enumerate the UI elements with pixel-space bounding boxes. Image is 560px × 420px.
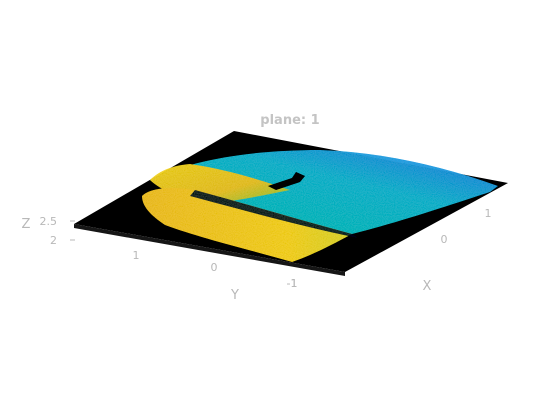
x-axis-label: X	[423, 279, 432, 294]
chart-title: plane: 1	[260, 113, 319, 128]
y-tick-label: 1	[133, 249, 140, 262]
axes-floor-edge	[74, 224, 345, 276]
y-tick-label: 0	[211, 261, 218, 274]
x-tick-label: 1	[485, 207, 492, 220]
z-tick-label: 2.5	[40, 215, 58, 228]
y-tick-label: -1	[287, 277, 298, 290]
cloud-hole	[268, 172, 305, 190]
point-cloud	[142, 150, 498, 262]
y-axis-label: Y	[230, 288, 239, 303]
z-axis-label: Z	[22, 217, 31, 232]
x-tick-label: -1	[287, 277, 298, 290]
x-tick-label: 0	[441, 233, 448, 246]
cloud-ridge	[190, 190, 358, 238]
z-tick-label: 2	[50, 234, 57, 247]
cloud-top-surface	[150, 150, 498, 234]
cloud-front-surface	[142, 188, 352, 262]
